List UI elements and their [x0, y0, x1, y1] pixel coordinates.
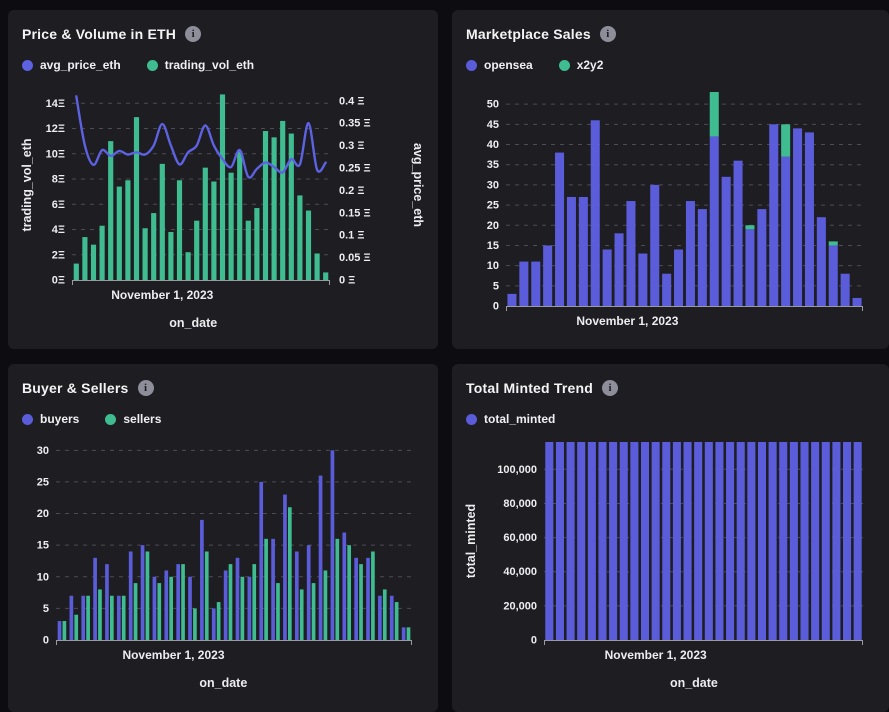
legend-item-opensea[interactable]: opensea	[466, 58, 533, 72]
svg-text:0.25 Ξ: 0.25 Ξ	[339, 162, 371, 174]
info-icon[interactable]: i	[137, 380, 154, 396]
info-icon[interactable]: i	[602, 380, 619, 396]
svg-text:10: 10	[37, 571, 49, 583]
svg-text:10Ξ: 10Ξ	[46, 148, 65, 160]
svg-text:50: 50	[487, 99, 499, 111]
svg-text:on_date: on_date	[670, 676, 718, 690]
svg-text:40: 40	[487, 139, 499, 151]
legend-dot-icon	[558, 59, 570, 71]
svg-text:trading_vol_eth: trading_vol_eth	[20, 138, 34, 231]
svg-text:100,000: 100,000	[497, 464, 537, 476]
svg-text:30: 30	[487, 179, 499, 191]
svg-text:November 1, 2023: November 1, 2023	[111, 288, 213, 302]
legend: opensea x2y2	[466, 54, 877, 76]
svg-text:10: 10	[487, 260, 499, 272]
svg-text:20: 20	[487, 220, 499, 232]
svg-text:14Ξ: 14Ξ	[46, 98, 65, 110]
buyers-sellers-chart[interactable]: 0 5 10 15 20 25 30 November 1, 2023 on_date	[20, 434, 424, 706]
svg-text:0.05 Ξ: 0.05 Ξ	[339, 252, 371, 264]
legend-label: opensea	[484, 58, 533, 72]
legend-label: total_minted	[484, 412, 556, 426]
svg-text:0.4 Ξ: 0.4 Ξ	[339, 95, 364, 107]
svg-text:5: 5	[43, 603, 49, 615]
svg-text:0Ξ: 0Ξ	[52, 275, 65, 287]
legend-item-buyers[interactable]: buyers	[22, 412, 79, 426]
svg-text:0.1 Ξ: 0.1 Ξ	[339, 230, 364, 242]
legend-dot-icon	[22, 413, 33, 425]
card-header: Marketplace Sales i	[466, 24, 877, 44]
total-minted-chart[interactable]: 0 20,000 40,000 60,000 80,000 100,000 November…	[464, 434, 875, 706]
svg-text:0: 0	[43, 635, 49, 647]
svg-text:60,000: 60,000	[503, 532, 537, 544]
svg-text:November 1, 2023: November 1, 2023	[605, 648, 707, 662]
legend-dot-icon	[146, 59, 158, 71]
svg-text:15: 15	[37, 540, 49, 552]
svg-text:on_date: on_date	[199, 676, 247, 690]
svg-text:25: 25	[37, 476, 49, 488]
legend-dot-icon	[466, 59, 477, 71]
legend-label: x2y2	[576, 58, 604, 72]
card-header: Price & Volume in ETH i	[22, 24, 426, 44]
legend-item-trading_vol_eth[interactable]: trading_vol_eth	[146, 58, 255, 72]
card-buyers-sellers: Buyer & Sellers i buyers sellers 0 5 10 15 20…	[8, 364, 438, 712]
info-icon[interactable]: i	[599, 26, 616, 42]
card-header: Buyer & Sellers i	[22, 378, 426, 398]
legend: buyers sellers	[22, 408, 426, 430]
card-header: Total Minted Trend i	[466, 378, 877, 398]
card-title: Buyer & Sellers	[22, 380, 129, 396]
card-total-minted: Total Minted Trend i total_minted 0 20,00…	[452, 364, 889, 712]
svg-text:total_minted: total_minted	[464, 504, 478, 578]
legend-item-sellers[interactable]: sellers	[105, 412, 161, 426]
card-title: Marketplace Sales	[466, 26, 591, 42]
svg-text:30: 30	[37, 445, 49, 457]
svg-text:8Ξ: 8Ξ	[52, 174, 65, 186]
svg-text:on_date: on_date	[169, 316, 217, 330]
legend-label: trading_vol_eth	[164, 58, 255, 72]
legend-dot-icon	[22, 59, 33, 71]
legend-dot-icon	[466, 413, 477, 425]
svg-text:45: 45	[487, 119, 499, 131]
svg-text:4Ξ: 4Ξ	[52, 224, 65, 236]
svg-text:5: 5	[493, 280, 499, 292]
marketplace-sales-chart[interactable]: 0 5 10 15 20 25 30 35 40 45 50 November 1, 2023	[464, 80, 875, 346]
svg-text:avg_price_eth: avg_price_eth	[411, 143, 425, 227]
svg-text:0.15 Ξ: 0.15 Ξ	[339, 207, 371, 219]
svg-text:0.2 Ξ: 0.2 Ξ	[339, 185, 364, 197]
svg-text:2Ξ: 2Ξ	[52, 249, 65, 261]
legend-label: avg_price_eth	[40, 58, 121, 72]
legend-dot-icon	[105, 413, 117, 425]
svg-text:November 1, 2023: November 1, 2023	[576, 314, 678, 328]
svg-text:80,000: 80,000	[503, 498, 537, 510]
legend-item-x2y2[interactable]: x2y2	[558, 58, 604, 72]
svg-text:November 1, 2023: November 1, 2023	[122, 648, 224, 662]
svg-text:40,000: 40,000	[503, 566, 537, 578]
svg-text:12Ξ: 12Ξ	[46, 123, 65, 135]
legend-item-avg_price_eth[interactable]: avg_price_eth	[22, 58, 121, 72]
svg-text:0.3 Ξ: 0.3 Ξ	[339, 140, 364, 152]
card-marketplace-sales: Marketplace Sales i opensea x2y2 0 5 10 15 20…	[452, 10, 889, 349]
svg-text:0: 0	[531, 635, 537, 647]
svg-text:25: 25	[487, 200, 499, 212]
svg-text:0 Ξ: 0 Ξ	[339, 275, 355, 287]
svg-text:20,000: 20,000	[503, 600, 537, 612]
svg-text:20: 20	[37, 508, 49, 520]
svg-text:35: 35	[487, 159, 499, 171]
svg-text:15: 15	[487, 240, 499, 252]
legend-label: buyers	[40, 412, 80, 426]
info-icon[interactable]: i	[185, 26, 202, 42]
legend-label: sellers	[123, 412, 162, 426]
svg-text:0: 0	[493, 301, 499, 313]
svg-text:6Ξ: 6Ξ	[52, 199, 65, 211]
legend-item-total_minted[interactable]: total_minted	[466, 412, 555, 426]
card-title: Price & Volume in ETH	[22, 26, 177, 42]
svg-text:0.35 Ξ: 0.35 Ξ	[339, 118, 371, 130]
price-volume-chart[interactable]: 0Ξ 2Ξ 4Ξ 6Ξ 8Ξ 10Ξ 12Ξ 14Ξ 0 Ξ 0.05 Ξ 0.1 Ξ 0.15 Ξ 0…	[20, 80, 425, 342]
legend: total_minted	[466, 408, 877, 430]
card-title: Total Minted Trend	[466, 380, 594, 396]
legend: avg_price_eth trading_vol_eth	[22, 54, 426, 76]
